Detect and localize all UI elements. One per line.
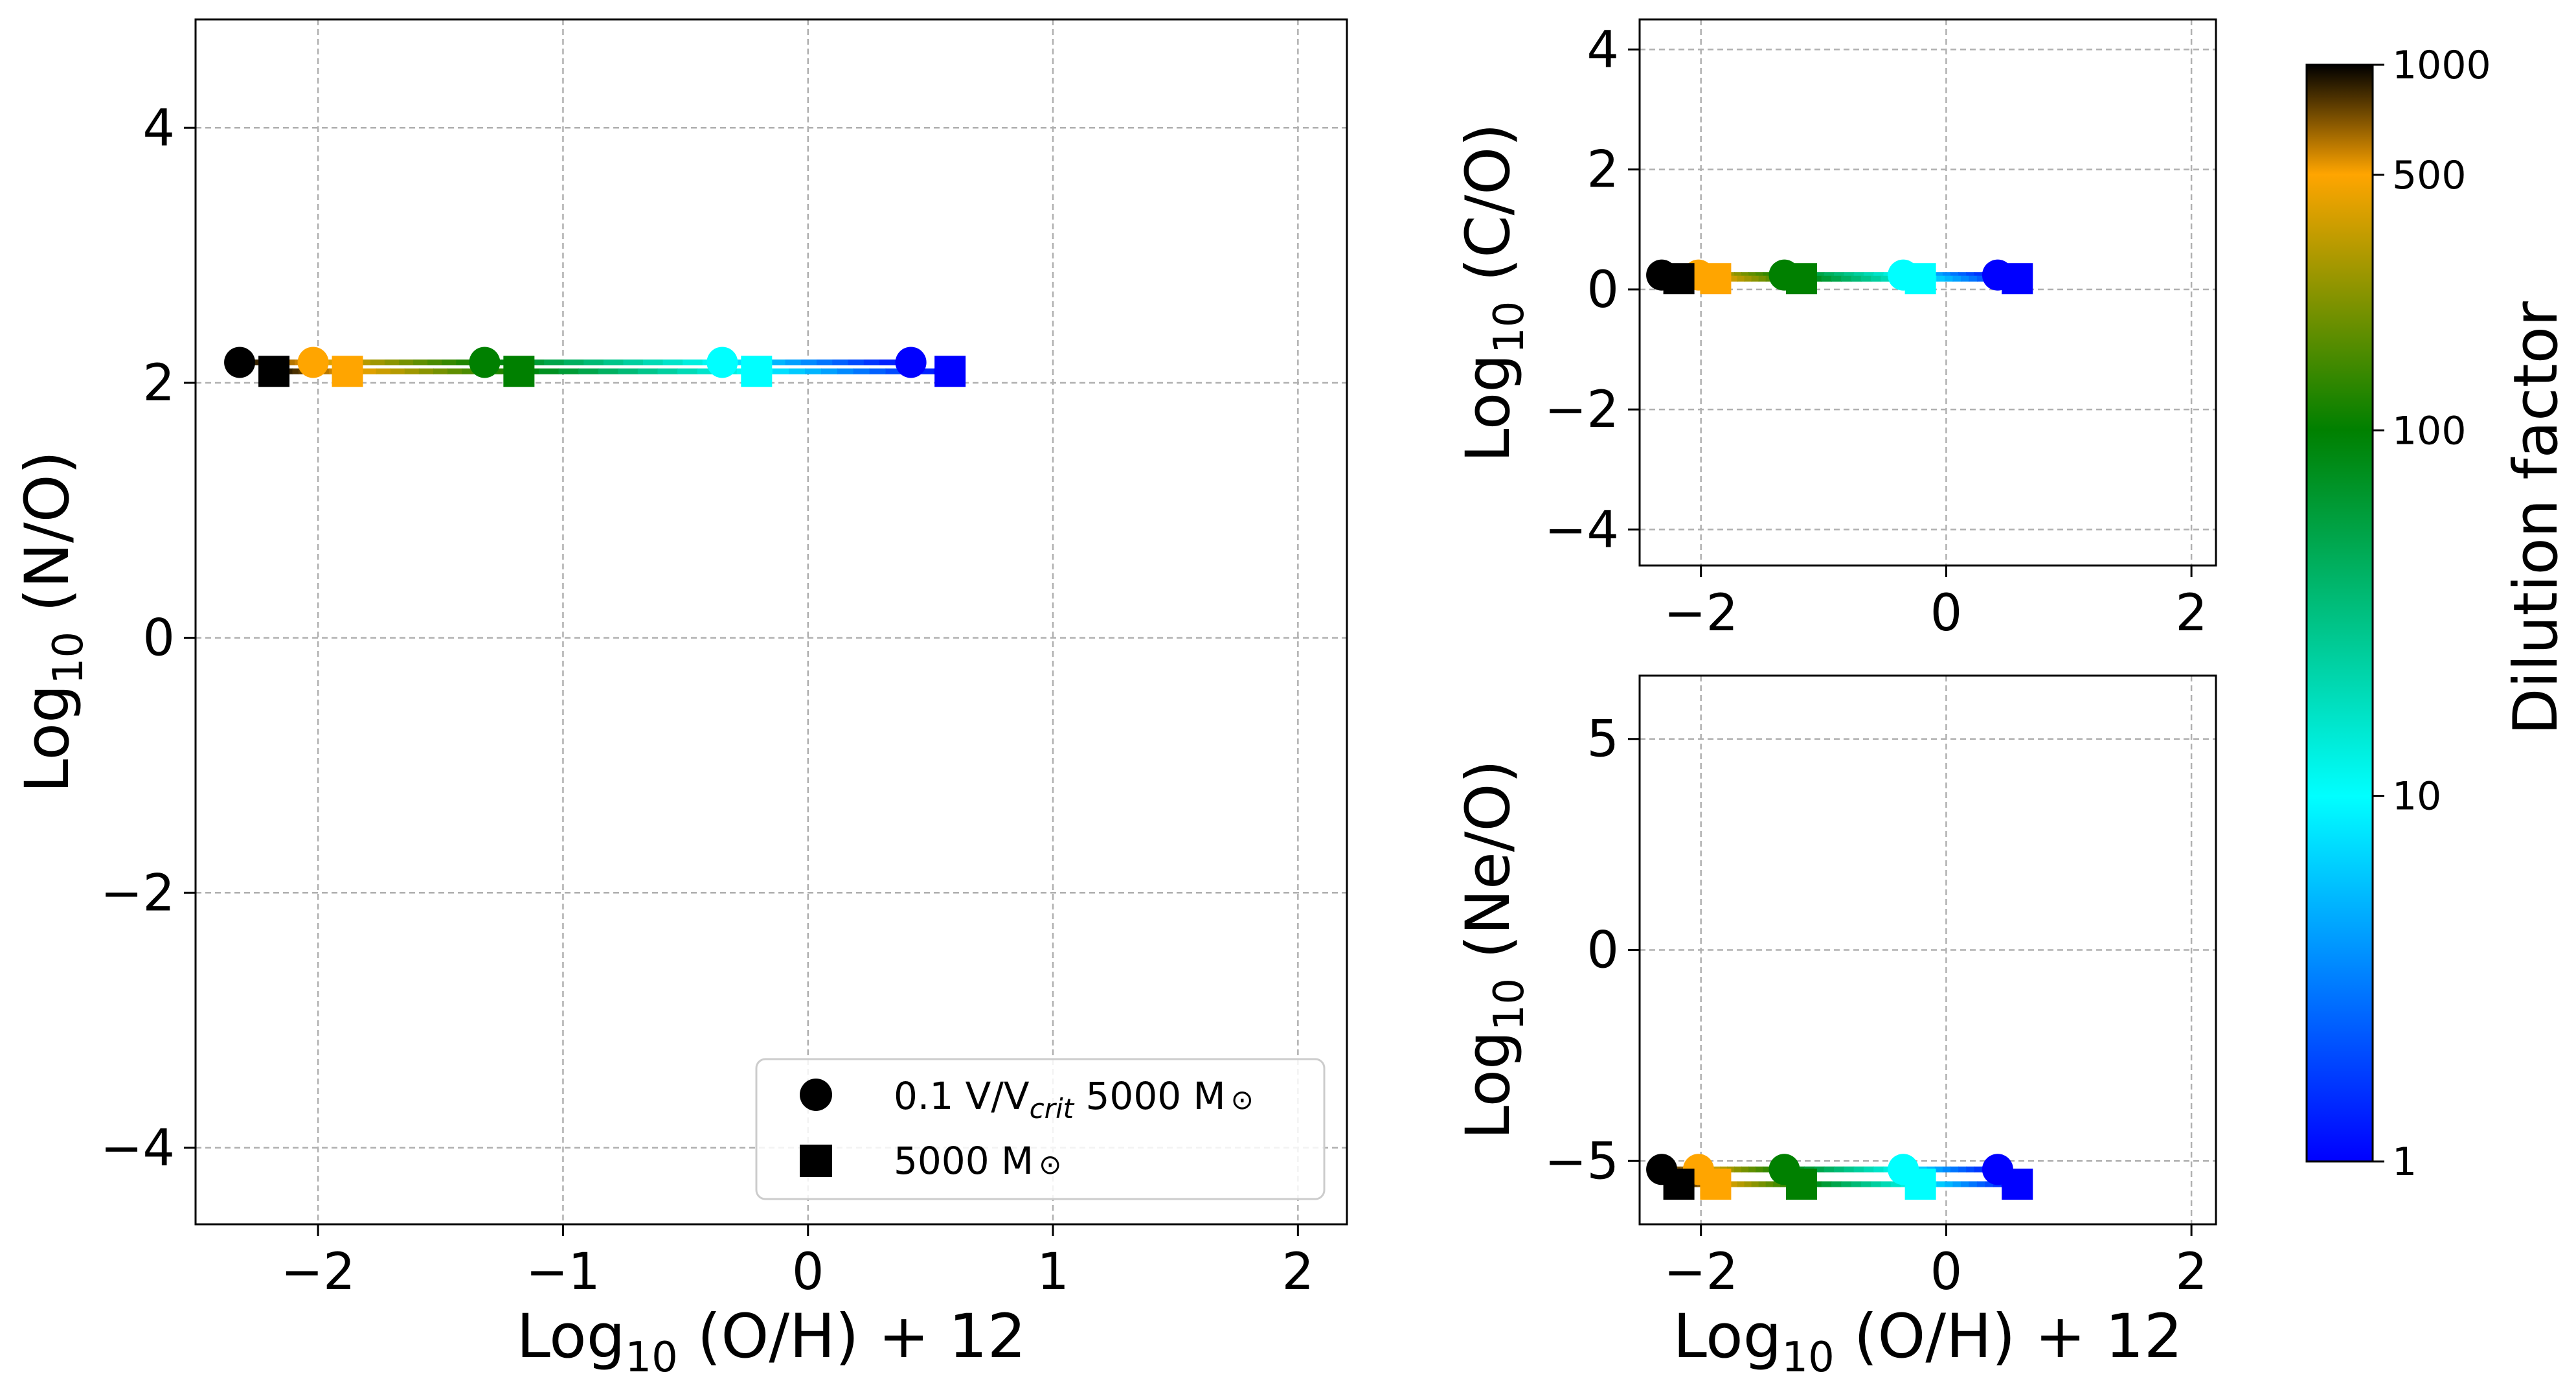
data-point-square [934,356,966,387]
x-tick-label: −2 [281,1243,356,1301]
y-tick-label: 2 [142,354,175,413]
x-tick-label: 1 [1037,1243,1069,1301]
y-tick-label: 2 [1587,141,1619,200]
legend-square-marker [800,1145,832,1177]
data-point-circle [297,347,329,378]
y-tick-label: 0 [1587,922,1619,980]
data-point-circle [706,347,738,378]
y-tick-label: −2 [1544,381,1619,439]
x-tick-label: 0 [1930,584,1963,643]
legend-label-1: 0.1 V/Vcrit 5000 M ⊙ [894,1074,1254,1125]
x-tick-label: 2 [1282,1243,1315,1301]
data-point-square [1785,1169,1817,1200]
data-point-circle [895,347,927,378]
data-point-square [2002,1169,2033,1200]
panel-no: −2 −1 0 1 2 −4 −2 0 2 4 0.1 V/Vcrit 5000 M ⊙ 5000 … [12,18,1348,1382]
data-co [1646,259,2033,295]
data-point-square [1904,1169,1936,1200]
data-point-square [1904,263,1936,295]
data-point-square [1663,1169,1695,1200]
colorbar-tick-label: 1 [2392,1139,2417,1185]
y-tick-label: 4 [1587,21,1619,79]
x-axis-label-no: Log10 (O/H) + 12 [516,1301,1026,1382]
x-tick-label: −2 [1664,1243,1738,1301]
y-axis-label-no: Log10 (N/O) [12,451,93,794]
ticks-neo: −2 0 2 −5 0 5 [1544,711,2208,1301]
colorbar-label: Dilution factor [2501,301,2571,735]
colorbar-tick-label: 500 [2392,153,2467,198]
data-point-square [258,356,290,387]
x-tick-label: −1 [526,1243,600,1301]
panel-co: −2 0 2 −4 −2 0 2 4 Log10 (C/O) [1453,18,2217,643]
x-axis-label-neo: Log10 (O/H) + 12 [1673,1301,2182,1382]
y-tick-label: −2 [100,864,175,922]
legend: 0.1 V/Vcrit 5000 M ⊙ 5000 M ⊙ [755,1058,1326,1200]
x-tick-label: 2 [2175,584,2208,643]
y-tick-label: 4 [142,99,175,157]
colorbar-tick-label: 10 [2392,774,2441,819]
x-tick-label: 0 [1930,1243,1963,1301]
data-neo [1646,1154,2033,1200]
panel-neo: −2 0 2 −5 0 5 Log10 (O/H) + 12 Log10 (Ne/O) [1453,674,2217,1382]
legend-box [755,1058,1326,1200]
data-point-circle [224,347,256,378]
x-tick-label: −2 [1664,584,1738,643]
data-no [224,347,966,387]
data-point-square [1700,263,1732,295]
data-point-square [1663,263,1695,295]
legend-circle-marker [800,1079,832,1111]
y-tick-label: 0 [1587,261,1619,319]
y-axis-label-neo: Log10 (Ne/O) [1453,760,1533,1139]
grid-no [196,19,1347,1224]
data-point-square [332,356,363,387]
data-point-square [2002,263,2033,295]
colorbar-ticks: 1 10 100 500 1000 [2373,43,2491,1185]
x-tick-label: 0 [792,1243,824,1301]
legend-label-2: 5000 M ⊙ [894,1139,1061,1183]
data-point-square [741,356,773,387]
y-tick-label: −4 [100,1119,175,1178]
ticks-no: −2 −1 0 1 2 −4 −2 0 2 4 [100,99,1314,1301]
data-point-square [1700,1169,1732,1200]
y-tick-label: −5 [1544,1132,1619,1191]
colorbar: 1 10 100 500 1000 Dilution factor [2305,43,2571,1185]
x-tick-label: 2 [2175,1243,2208,1301]
y-tick-label: 0 [142,610,175,668]
colorbar-tick-label: 100 [2392,408,2467,453]
y-tick-label: 5 [1587,711,1619,769]
axes-frame-no [194,18,1348,1226]
y-tick-label: −4 [1544,501,1619,559]
data-point-square [503,356,535,387]
data-point-square [1785,263,1817,295]
colorbar-tick-label: 1000 [2392,43,2491,88]
grid-neo [1640,676,2216,1224]
colorbar-gradient [2305,63,2374,1163]
axes-frame-co [1638,18,2217,567]
ticks-co: −2 0 2 −4 −2 0 2 4 [1544,21,2208,643]
y-axis-label-co: Log10 (C/O) [1453,123,1533,463]
data-point-circle [469,347,501,378]
